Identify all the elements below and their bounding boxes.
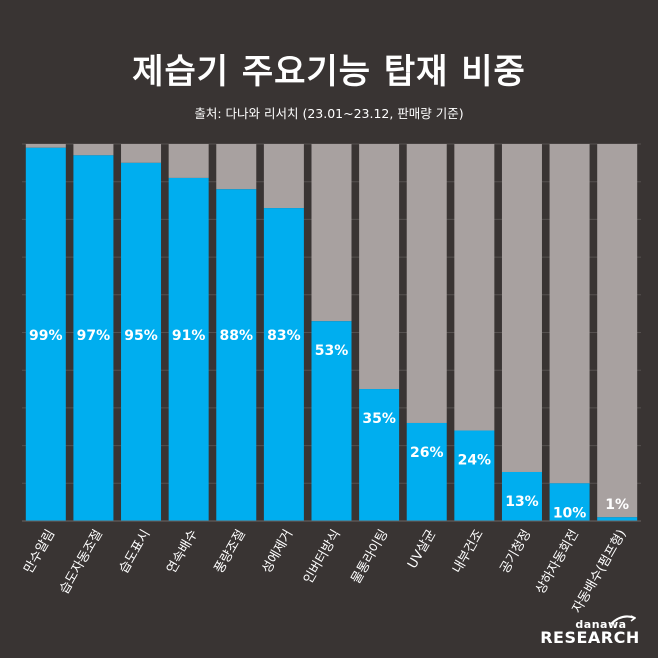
bar-remainder bbox=[454, 144, 495, 431]
logo-research-text: RESEARCH bbox=[540, 628, 640, 647]
data-label: 97% bbox=[77, 328, 111, 344]
data-label: 91% bbox=[172, 328, 206, 344]
category-tick-label: 만수알림 bbox=[21, 527, 58, 576]
bar bbox=[73, 155, 114, 521]
data-label: 24% bbox=[458, 453, 492, 469]
data-label: 95% bbox=[124, 328, 158, 344]
chart-subtitle: 출처: 다나와 리서치 (23.01~23.12, 판매량 기준) bbox=[194, 106, 464, 121]
bar-remainder bbox=[359, 144, 400, 390]
data-label: 53% bbox=[315, 343, 349, 359]
data-label: 13% bbox=[505, 494, 539, 510]
data-label: 99% bbox=[29, 328, 63, 344]
bar-remainder bbox=[121, 144, 162, 163]
bar bbox=[121, 162, 162, 521]
category-tick-label: 연속배수 bbox=[164, 527, 201, 576]
bar bbox=[168, 177, 209, 521]
category-tick-label: 공기청정 bbox=[498, 527, 535, 576]
bar bbox=[597, 517, 638, 521]
data-label: 26% bbox=[410, 445, 444, 461]
category-tick-label: 물통라이팅 bbox=[349, 527, 392, 586]
data-label: 1% bbox=[605, 497, 629, 513]
bar bbox=[359, 389, 400, 521]
bar bbox=[454, 430, 495, 521]
bar bbox=[549, 483, 590, 521]
bars bbox=[25, 144, 638, 522]
data-label: 35% bbox=[362, 411, 396, 427]
bar bbox=[501, 471, 542, 521]
bar-remainder bbox=[216, 144, 257, 190]
bar-remainder bbox=[25, 144, 66, 148]
bar bbox=[263, 208, 304, 521]
category-tick-label: 습도표시 bbox=[117, 527, 154, 576]
danawa-research-logo: danawa RESEARCH bbox=[540, 615, 640, 647]
bar-remainder bbox=[73, 144, 114, 156]
bar-remainder bbox=[263, 144, 304, 209]
category-tick-label: 내부건조 bbox=[450, 527, 487, 576]
category-tick-label: 습도자동조절 bbox=[57, 527, 106, 597]
data-labels: 99% 97% 95% 91% 88% 83% 53% 35% 26% 24% 13% 10% 1% bbox=[29, 328, 629, 521]
category-tick-label: 성에제거 bbox=[259, 527, 296, 576]
logo-swoosh-icon bbox=[610, 615, 636, 625]
category-tick-label: UV살균 bbox=[405, 527, 439, 571]
bar bbox=[406, 422, 447, 521]
bar-remainder bbox=[406, 144, 447, 423]
bar bbox=[25, 147, 66, 521]
data-label: 88% bbox=[220, 328, 254, 344]
chart-title: 제습기 주요기능 탑재 비중 bbox=[132, 52, 526, 92]
logo-brand-text: danawa bbox=[575, 618, 627, 631]
bar-remainder bbox=[168, 144, 209, 178]
bar-remainder bbox=[311, 144, 352, 322]
bar-remainder bbox=[597, 144, 638, 518]
bar bbox=[216, 189, 257, 522]
data-label: 10% bbox=[553, 505, 587, 521]
data-label: 83% bbox=[267, 328, 301, 344]
bar-remainder bbox=[549, 144, 590, 484]
category-tick-label: 자동배수(펌프형) bbox=[570, 527, 630, 616]
bar-remainder bbox=[501, 144, 542, 472]
category-tick-label: 인버터방식 bbox=[301, 527, 344, 586]
category-tick-label: 풍량조절 bbox=[212, 527, 249, 576]
bar bbox=[311, 321, 352, 521]
category-tick-label: 상하자동회전 bbox=[533, 527, 582, 597]
